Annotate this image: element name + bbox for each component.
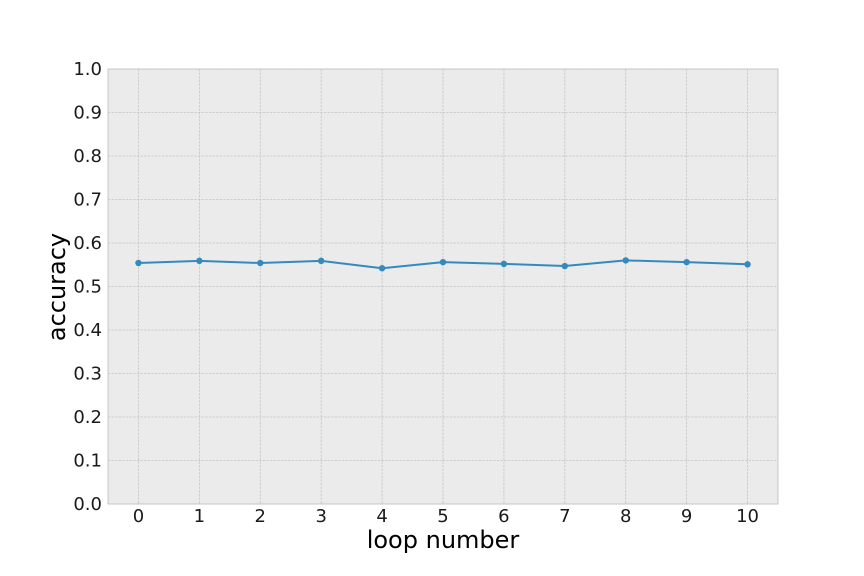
x-tick-label: 9 (681, 506, 692, 527)
data-point (135, 259, 142, 267)
x-tick-label: 4 (376, 506, 387, 527)
x-tick-label: 1 (194, 506, 205, 527)
data-point (317, 257, 325, 265)
y-tick-label: 0.9 (73, 103, 102, 124)
data-point (196, 257, 203, 265)
y-tick-label: 1.0 (73, 59, 102, 80)
y-tick-label: 0.0 (73, 494, 102, 515)
data-point (683, 258, 690, 266)
x-tick-label: 10 (736, 506, 759, 527)
x-tick-label: 8 (620, 506, 631, 527)
x-tick-label: 5 (437, 506, 448, 527)
y-tick-label: 0.5 (73, 277, 102, 298)
grid (108, 68, 778, 505)
y-tick-label: 0.2 (73, 407, 102, 428)
y-tick-label: 0.4 (73, 320, 102, 341)
x-tick-label: 0 (133, 506, 144, 527)
y-tick-label: 0.3 (73, 364, 102, 385)
x-tick-label: 7 (559, 506, 570, 527)
x-tick-label: 2 (255, 506, 266, 527)
data-point (622, 257, 629, 264)
x-axis-ticks: 0 1 2 3 4 5 6 7 8 9 10 (133, 506, 759, 527)
x-tick-label: 3 (315, 506, 326, 527)
x-axis-title: loop number (367, 526, 520, 554)
y-tick-label: 0.1 (73, 451, 102, 472)
data-point (500, 260, 508, 268)
y-tick-label: 0.6 (73, 233, 102, 254)
y-axis-ticks: 0.0 0.1 0.2 0.3 0.4 0.5 0.6 0.7 0.8 0.9 1.0 (73, 59, 102, 515)
x-tick-label: 6 (498, 506, 509, 527)
data-point (257, 259, 264, 267)
data-point (378, 265, 386, 272)
data-point (744, 261, 751, 268)
y-axis-title: accuracy (43, 233, 71, 341)
data-point (561, 262, 569, 270)
series-layer (135, 257, 751, 272)
data-point (439, 258, 447, 266)
y-tick-label: 0.7 (73, 190, 102, 211)
y-tick-label: 0.8 (73, 146, 102, 167)
